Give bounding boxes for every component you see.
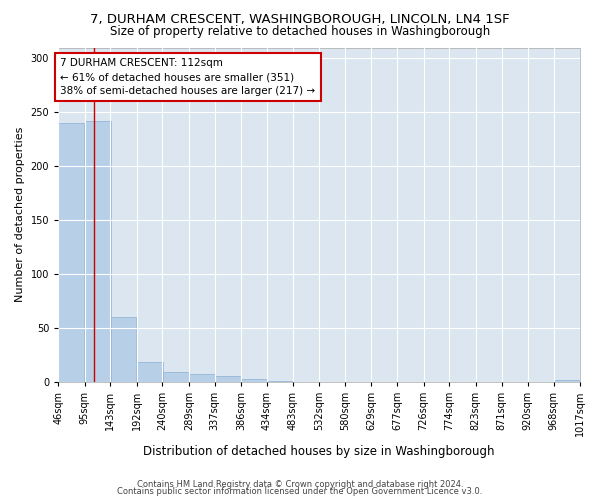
Bar	[137, 362, 163, 382]
Text: Contains HM Land Registry data © Crown copyright and database right 2024.: Contains HM Land Registry data © Crown c…	[137, 480, 463, 489]
Bar	[58, 123, 84, 382]
Bar	[267, 380, 293, 382]
Bar	[110, 317, 136, 382]
X-axis label: Distribution of detached houses by size in Washingborough: Distribution of detached houses by size …	[143, 444, 495, 458]
Bar	[189, 374, 215, 382]
Bar	[554, 380, 580, 382]
Bar	[163, 372, 188, 382]
Y-axis label: Number of detached properties: Number of detached properties	[15, 127, 25, 302]
Text: Size of property relative to detached houses in Washingborough: Size of property relative to detached ho…	[110, 25, 490, 38]
Text: 7 DURHAM CRESCENT: 112sqm
← 61% of detached houses are smaller (351)
38% of semi: 7 DURHAM CRESCENT: 112sqm ← 61% of detac…	[61, 58, 316, 96]
Text: 7, DURHAM CRESCENT, WASHINGBOROUGH, LINCOLN, LN4 1SF: 7, DURHAM CRESCENT, WASHINGBOROUGH, LINC…	[90, 12, 510, 26]
Bar	[241, 378, 267, 382]
Bar	[85, 121, 110, 382]
Text: Contains public sector information licensed under the Open Government Licence v3: Contains public sector information licen…	[118, 487, 482, 496]
Bar	[215, 376, 241, 382]
